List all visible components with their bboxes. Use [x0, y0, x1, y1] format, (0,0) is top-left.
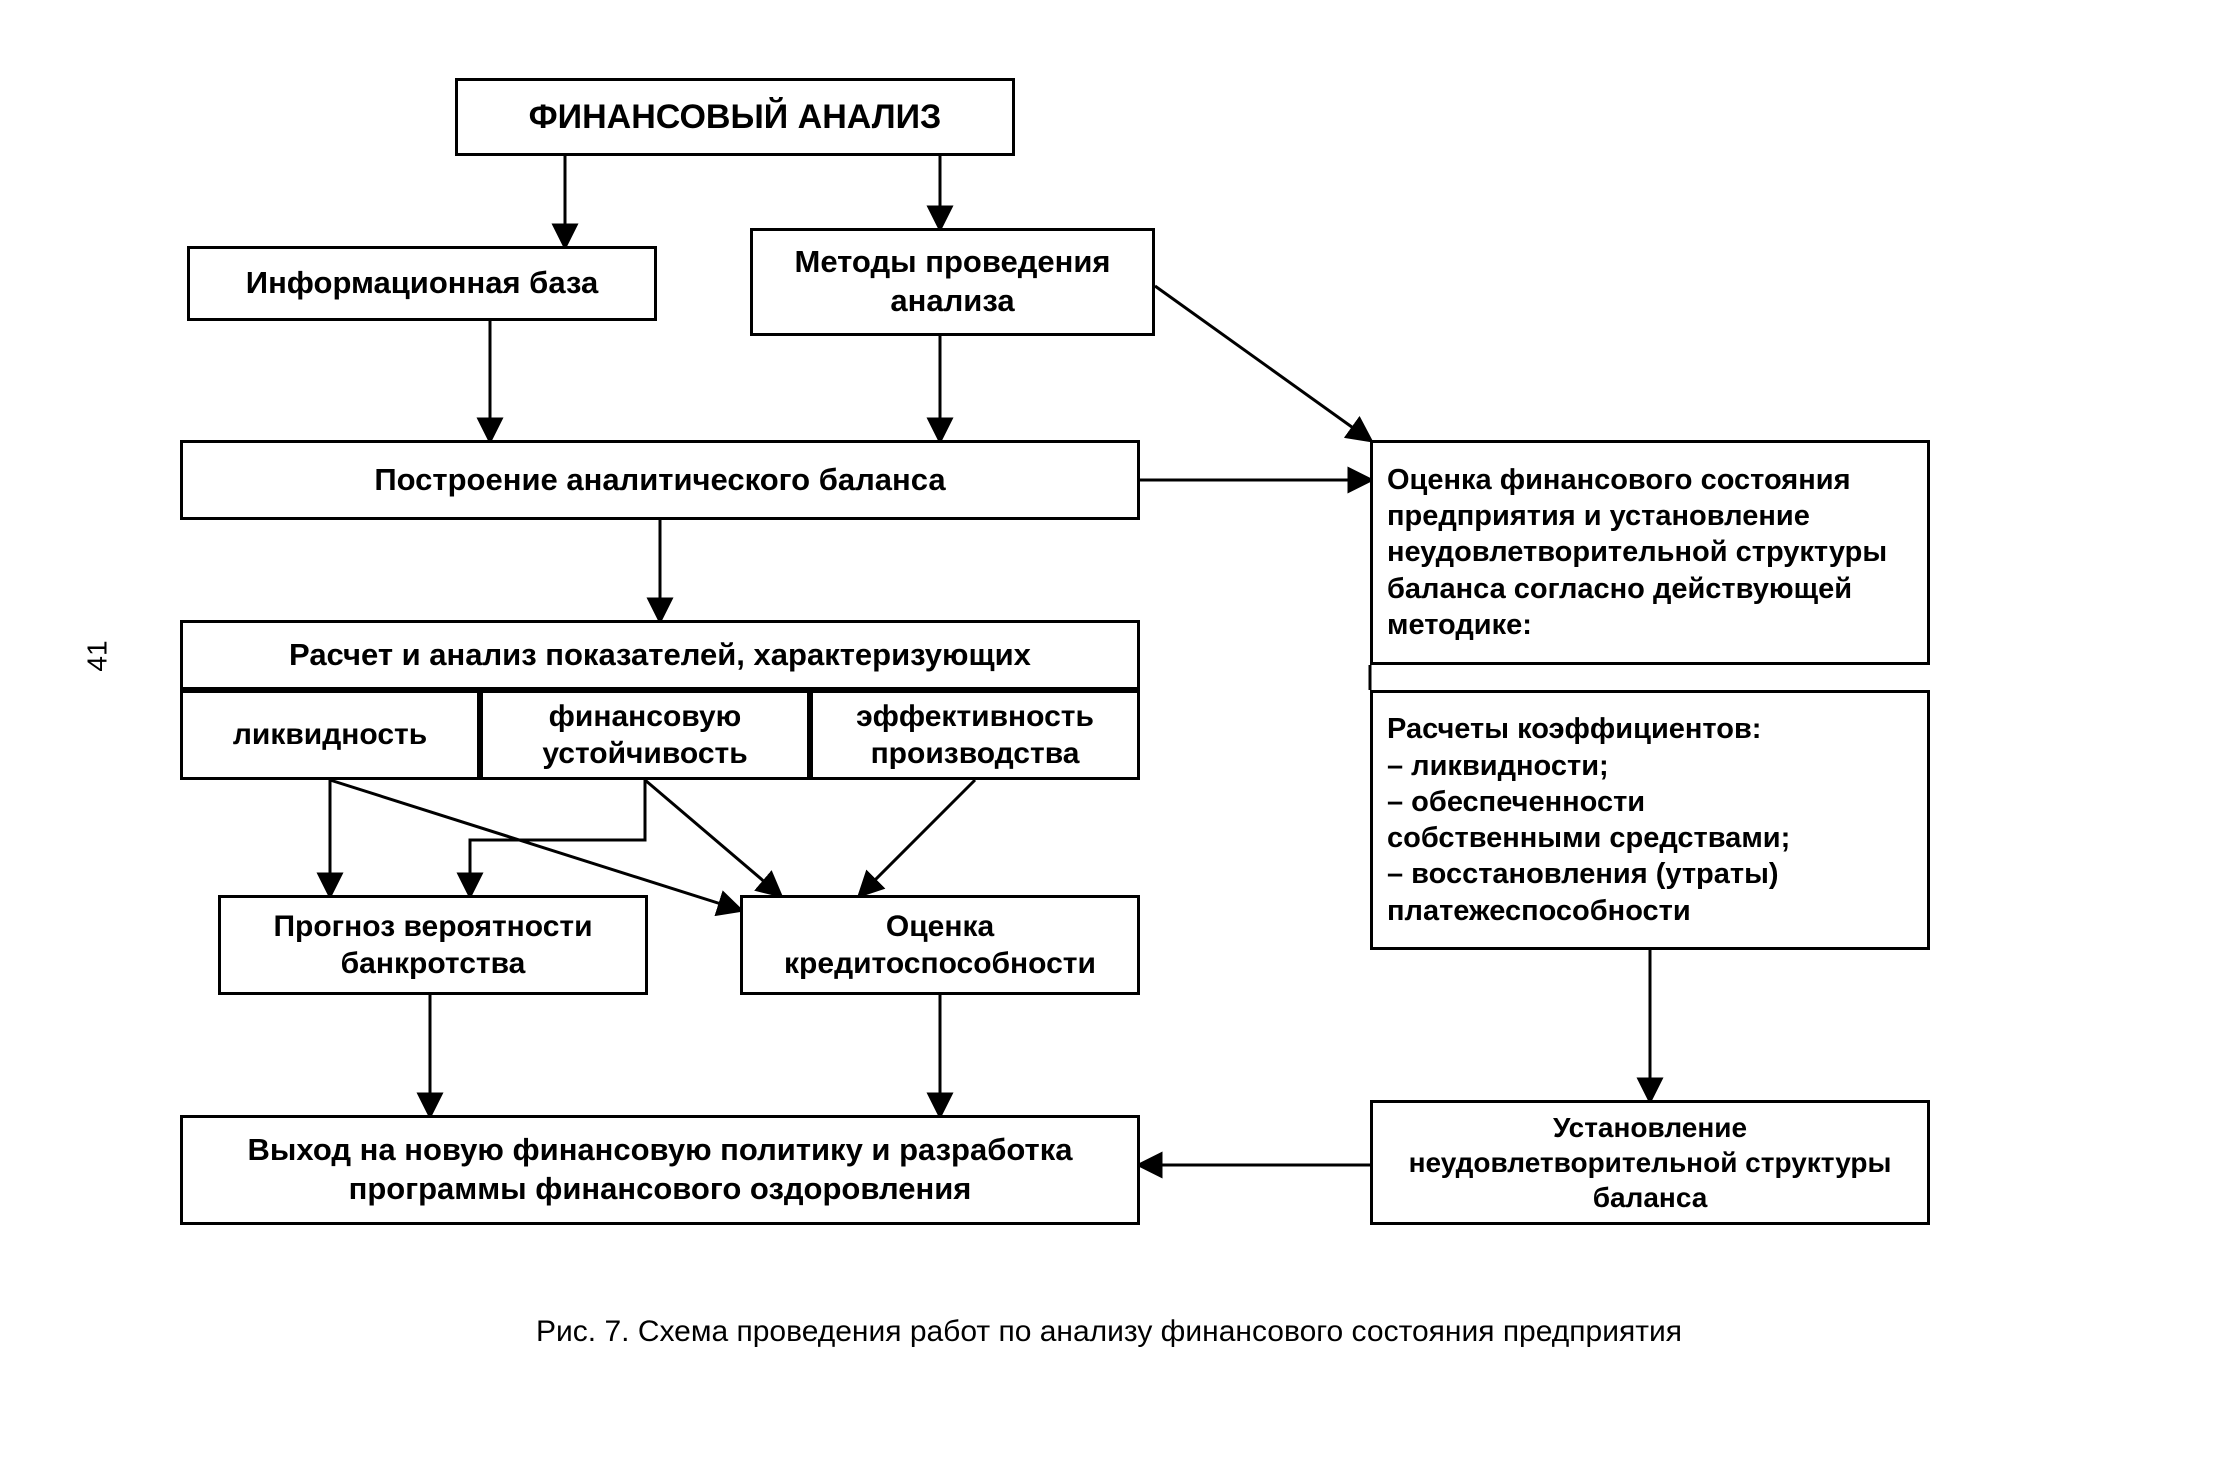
node-bankruptcy: Прогноз вероятности банкротства — [218, 895, 648, 995]
node-unsatisfactory: Установление неудовлетворительной структ… — [1370, 1100, 1930, 1225]
node-title: ФИНАНСОВЫЙ АНАЛИЗ — [455, 78, 1015, 156]
node-output: Выход на новую финансовую политику и раз… — [180, 1115, 1140, 1225]
node-liquidity: ликвидность — [180, 690, 480, 780]
node-credit: Оценка кредитоспособности — [740, 895, 1140, 995]
node-infobase: Информационная база — [187, 246, 657, 321]
node-calc_header: Расчет и анализ показателей, характеризу… — [180, 620, 1140, 690]
node-fin_stability: финансовую устойчивость — [480, 690, 810, 780]
figure-caption: Рис. 7. Схема проведения работ по анализ… — [0, 1315, 2218, 1349]
diagram-canvas: ФИНАНСОВЫЙ АНАЛИЗ Информационная база Мето… — [0, 0, 2218, 1473]
node-assessment: Оценка финансового состояния предприятия… — [1370, 440, 1930, 665]
node-methods: Методы проведения анализа — [750, 228, 1155, 336]
node-build_balance: Построение аналитического баланса — [180, 440, 1140, 520]
page-number: 41 — [82, 640, 114, 671]
node-coefficients: Расчеты коэффициентов: – ликвидности; – … — [1370, 690, 1930, 950]
node-efficiency: эффективность производства — [810, 690, 1140, 780]
